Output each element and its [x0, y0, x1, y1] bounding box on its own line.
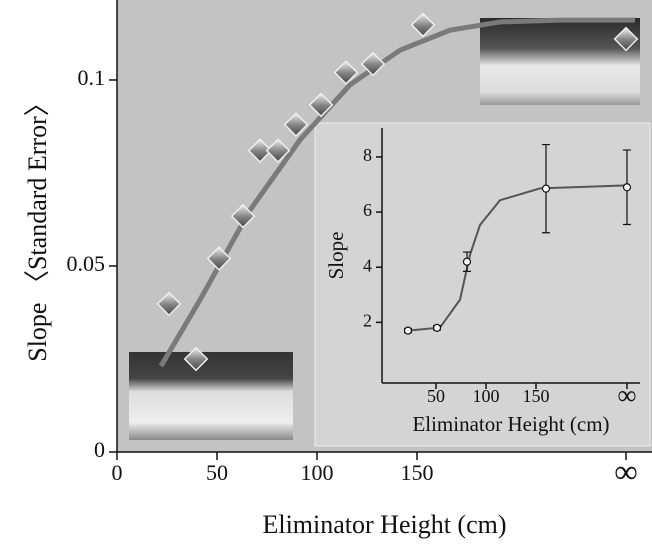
point [432, 323, 442, 332]
x-tick-label: ∞ [614, 455, 638, 491]
photo [480, 18, 640, 105]
point [283, 112, 309, 137]
x-tick-label: 50 [206, 460, 228, 485]
y-axis-label: Slope 〈Standard Error〉 [23, 90, 52, 362]
point [360, 51, 386, 77]
x-tick-label: 50 [427, 386, 445, 406]
x-tick-label: 100 [473, 386, 500, 406]
fit-line [407, 184, 628, 332]
x-tick-label: 0 [112, 460, 123, 485]
photo [129, 352, 293, 440]
point [156, 291, 182, 317]
point [183, 346, 209, 372]
point [410, 12, 436, 38]
point [206, 246, 232, 271]
y-tick-label: 0.05 [67, 251, 106, 276]
y-tick-label: 0 [94, 437, 105, 462]
point [403, 326, 413, 335]
point [308, 92, 334, 118]
point [541, 184, 551, 193]
point [613, 26, 639, 52]
point [230, 203, 256, 229]
x-tick-label: 150 [523, 386, 550, 406]
point [247, 138, 273, 164]
point [622, 183, 632, 192]
point [333, 60, 359, 85]
x-tick-label: 100 [301, 460, 334, 485]
y-tick-label: 8 [363, 145, 372, 165]
y-tick-label: 6 [363, 200, 372, 220]
inset [314, 122, 651, 447]
point [265, 138, 291, 164]
y-tick-label: 2 [363, 310, 372, 330]
x-tick-label: 150 [401, 460, 434, 485]
point [462, 257, 472, 266]
x-axis-label: Eliminator Height (cm) [412, 412, 609, 436]
y-tick-label: 0.1 [78, 65, 106, 90]
y-tick-label: 4 [363, 255, 372, 275]
y-axis-label: Slope [324, 232, 348, 280]
x-tick-label: ∞ [617, 380, 636, 410]
x-axis-label: Eliminator Height (cm) [262, 510, 506, 539]
